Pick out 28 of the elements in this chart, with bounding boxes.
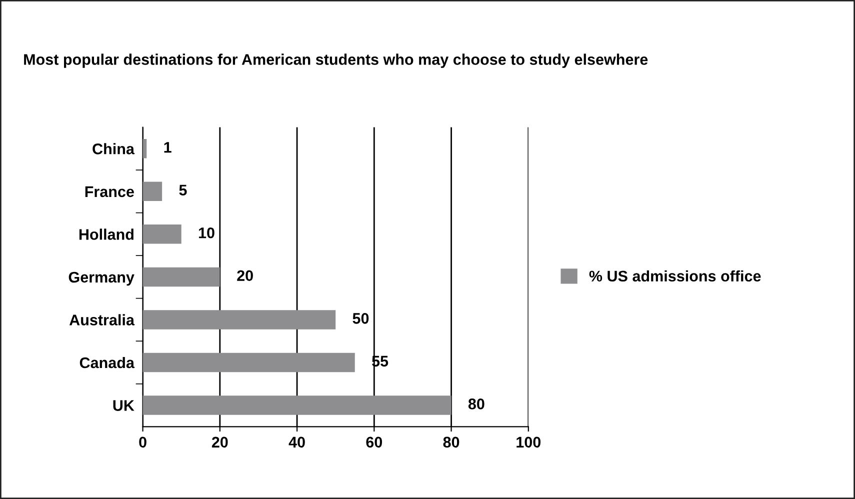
data-label: 20	[237, 270, 253, 282]
bar	[142, 310, 336, 330]
y-tick-label: France	[85, 186, 134, 198]
x-tick-label: 100	[516, 436, 541, 448]
data-label: 5	[179, 184, 187, 196]
data-label: 80	[468, 398, 484, 410]
bar	[142, 182, 162, 202]
chart-title: Most popular destinations for American students who may choose to study elsewhere	[24, 54, 648, 68]
y-tick-label: Germany	[68, 272, 134, 286]
x-tick-label: 40	[288, 436, 305, 448]
legend-label: % US admissions office	[589, 270, 761, 282]
bar	[142, 224, 182, 244]
y-tick-label: Canada	[80, 356, 135, 368]
x-tick-label: 60	[366, 436, 382, 448]
bar	[142, 352, 355, 372]
bar	[142, 396, 452, 415]
data-label: 10	[198, 227, 214, 238]
data-label: 1	[164, 142, 172, 153]
x-tick-label: 20	[212, 436, 228, 448]
y-tick-label: Holland	[79, 228, 134, 240]
data-label: 50	[352, 313, 369, 324]
bar	[142, 267, 220, 287]
x-tick-label: 0	[139, 436, 146, 448]
y-tick-label: China	[92, 143, 135, 154]
bar	[142, 139, 147, 158]
y-tick-label: UK	[113, 400, 134, 411]
y-tick-label: Australia	[69, 314, 135, 326]
x-tick-label: 80	[443, 436, 460, 448]
